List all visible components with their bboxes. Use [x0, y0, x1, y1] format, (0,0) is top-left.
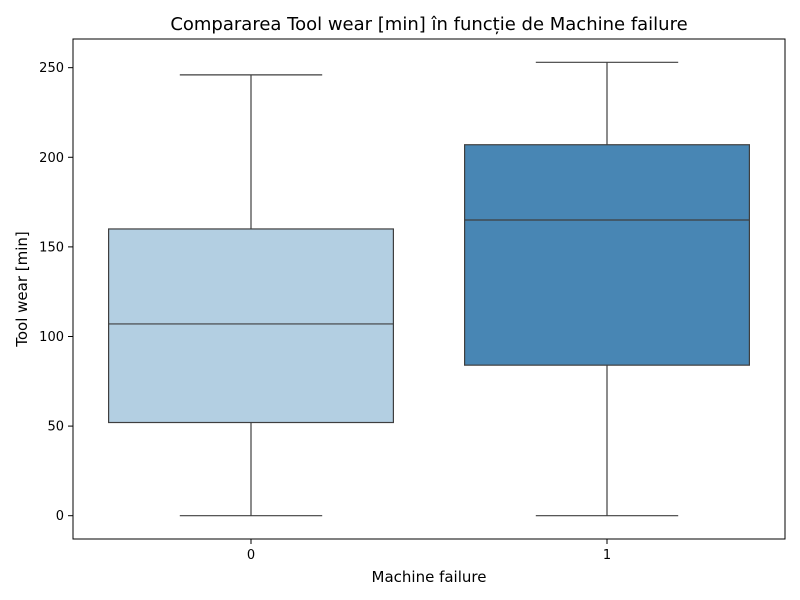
y-tick-label: 250 — [39, 61, 64, 76]
x-tick-label: 1 — [603, 548, 611, 563]
y-tick-label: 50 — [47, 420, 64, 435]
plot-area: 0 50 100 150 200 250 0 1 — [39, 61, 750, 563]
y-tick-label: 0 — [56, 509, 64, 524]
chart-title: Compararea Tool wear [min] în funcție de… — [170, 14, 687, 35]
y-axis-label: Tool wear [min] — [13, 231, 31, 348]
box-iqr — [464, 144, 750, 366]
y-tick-label: 150 — [39, 240, 64, 255]
plot-frame — [72, 38, 786, 540]
x-tick-label: 0 — [247, 548, 255, 563]
box-iqr — [107, 228, 394, 424]
y-tick-label: 100 — [39, 330, 64, 345]
y-tick-label: 200 — [39, 151, 64, 166]
x-axis-label: Machine failure — [372, 568, 487, 586]
